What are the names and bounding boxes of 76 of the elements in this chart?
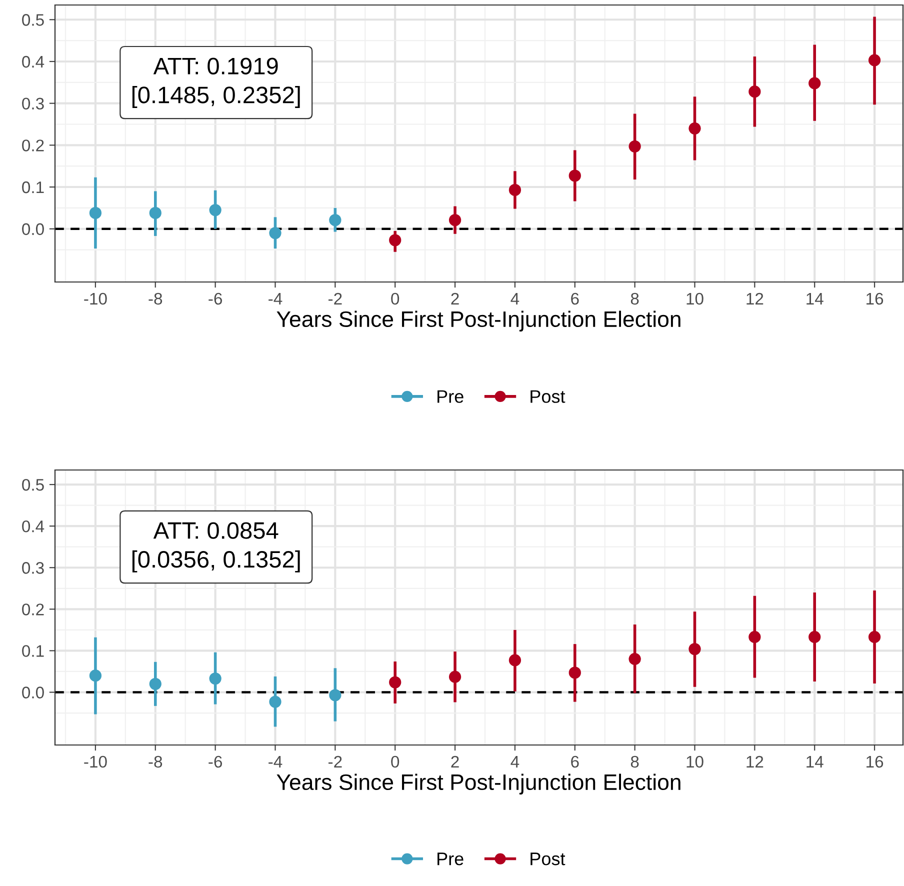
x-tick-label: -10	[84, 292, 107, 305]
y-tick-label: 0.3	[22, 98, 44, 110]
annotation: ATT: 0.0854 [0.0356, 0.1352]	[132, 522, 300, 572]
point	[628, 140, 641, 153]
y-tick-label: 0.2	[22, 604, 44, 616]
x-tick-label: 0	[391, 292, 400, 305]
point	[688, 122, 701, 135]
point	[508, 184, 522, 196]
x-tick-label: 16	[866, 756, 884, 768]
x-tick-label: -10	[84, 756, 107, 768]
legend-label: Post	[530, 390, 566, 403]
x-tick-label: 12	[746, 292, 764, 304]
x-tick-label: -8	[148, 292, 162, 305]
x-tick-label: 8	[630, 292, 639, 305]
point	[389, 234, 402, 246]
x-axis-title: Years Since First Post-Injunction Election	[276, 774, 680, 794]
point	[508, 654, 522, 666]
x-tick-label: 2	[451, 756, 459, 768]
x-tick-label: 8	[630, 756, 639, 768]
x-tick-label: 4	[510, 756, 520, 768]
x-tick-label: 14	[806, 756, 824, 768]
x-tick-label: 14	[806, 293, 824, 304]
point	[89, 670, 102, 682]
y-tick-label: 0.0	[22, 223, 44, 236]
y-tick-label: 0.4	[22, 520, 44, 532]
point	[748, 630, 761, 644]
point	[808, 77, 821, 90]
y-tick-label: 0.1	[22, 181, 44, 194]
y-tick-label: 0.5	[22, 14, 44, 26]
point	[628, 652, 641, 666]
x-tick-label: -4	[268, 293, 282, 304]
point	[568, 170, 581, 182]
x-tick-label: 6	[571, 292, 579, 305]
y-tick-label: 0.1	[22, 645, 44, 657]
point	[329, 689, 342, 702]
x-tick-label: 10	[686, 292, 704, 305]
point	[209, 672, 222, 685]
x-tick-label: 6	[571, 756, 579, 768]
point	[329, 214, 342, 226]
point	[868, 54, 881, 66]
x-tick-label: -2	[328, 756, 342, 768]
legend-label: Pre	[438, 852, 464, 866]
point	[149, 678, 162, 690]
y-tick-label: 0.3	[22, 562, 44, 574]
point	[808, 630, 821, 644]
x-tick-label: 0	[391, 756, 400, 768]
point	[269, 696, 282, 708]
x-tick-label: -4	[268, 756, 282, 768]
y-tick-label: 0.2	[22, 140, 44, 152]
point	[448, 214, 462, 226]
y-tick-label: 0.4	[22, 56, 44, 68]
point	[448, 670, 462, 683]
point	[389, 676, 402, 688]
point	[688, 642, 701, 656]
point	[89, 206, 102, 220]
y-tick-label: 0.0	[22, 686, 44, 698]
x-tick-label: 2	[451, 292, 459, 304]
point	[209, 204, 222, 216]
x-tick-label: 4	[510, 293, 520, 304]
point	[149, 206, 162, 220]
y-tick-label: 0.5	[22, 478, 44, 491]
legend-label: Pre	[438, 390, 464, 403]
point	[868, 630, 881, 644]
point	[269, 226, 282, 240]
x-tick-label: -6	[208, 756, 222, 768]
annotation: ATT: 0.1919 [0.1485, 0.2352]	[132, 58, 300, 108]
x-tick-label: -2	[328, 292, 342, 304]
x-tick-label: -8	[148, 756, 162, 768]
x-tick-label: 16	[866, 292, 884, 305]
point	[748, 86, 761, 98]
x-tick-label: 12	[746, 756, 764, 768]
x-axis-title: Years Since First Post-Injunction Election	[276, 310, 680, 332]
x-tick-label: 10	[686, 756, 704, 768]
point	[568, 666, 581, 679]
legend-label: Post	[530, 852, 566, 866]
x-tick-label: -6	[208, 292, 222, 305]
